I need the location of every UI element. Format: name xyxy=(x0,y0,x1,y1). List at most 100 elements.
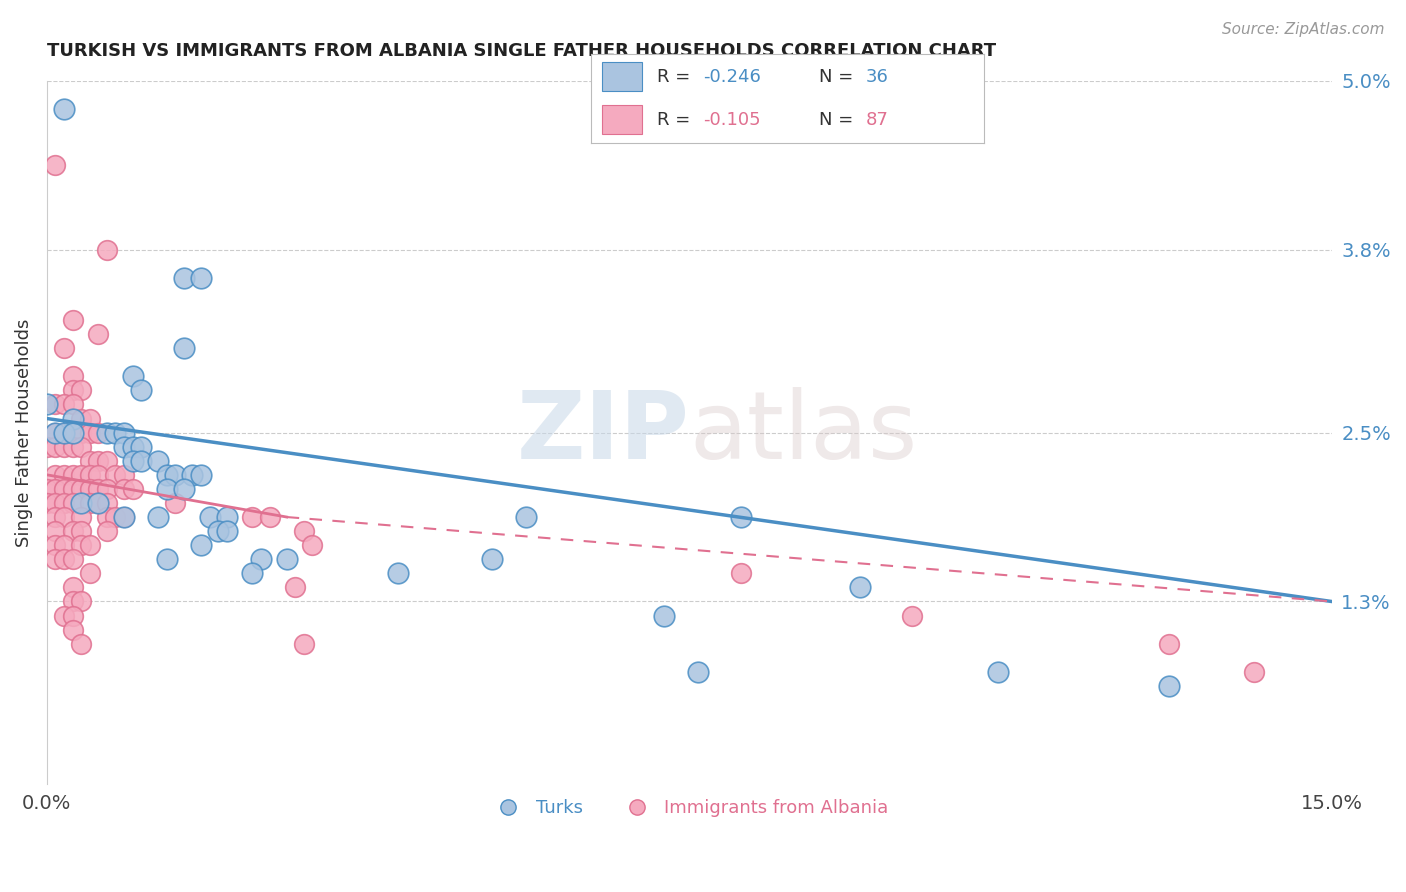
Text: 36: 36 xyxy=(866,68,889,86)
Point xyxy=(53,467,76,482)
Point xyxy=(129,454,152,468)
Point xyxy=(62,369,84,384)
Point xyxy=(70,637,93,651)
Point xyxy=(148,510,170,524)
Point xyxy=(129,384,152,398)
Point xyxy=(301,538,323,552)
Point xyxy=(70,411,93,425)
Point xyxy=(190,270,212,285)
Text: Source: ZipAtlas.com: Source: ZipAtlas.com xyxy=(1222,22,1385,37)
Point xyxy=(215,510,238,524)
Point xyxy=(129,440,152,454)
Point xyxy=(215,524,238,538)
Point xyxy=(70,482,93,496)
Point xyxy=(96,496,118,510)
Point xyxy=(53,510,76,524)
Point xyxy=(62,608,84,623)
Point xyxy=(121,369,143,384)
Point xyxy=(96,482,118,496)
Point xyxy=(96,243,118,257)
Point xyxy=(62,524,84,538)
FancyBboxPatch shape xyxy=(602,62,641,91)
Point xyxy=(96,524,118,538)
Point xyxy=(35,397,58,411)
Point xyxy=(181,467,204,482)
Point xyxy=(190,538,212,552)
Point xyxy=(44,510,66,524)
Point xyxy=(62,496,84,510)
Point xyxy=(849,581,872,595)
Point xyxy=(62,467,84,482)
Point xyxy=(156,467,179,482)
Point xyxy=(79,566,101,581)
FancyBboxPatch shape xyxy=(602,105,641,134)
Point xyxy=(190,467,212,482)
Text: TURKISH VS IMMIGRANTS FROM ALBANIA SINGLE FATHER HOUSEHOLDS CORRELATION CHART: TURKISH VS IMMIGRANTS FROM ALBANIA SINGL… xyxy=(46,42,995,60)
Point xyxy=(44,397,66,411)
Point xyxy=(104,425,127,440)
Point xyxy=(53,102,76,116)
Point xyxy=(79,425,101,440)
Point xyxy=(986,665,1008,679)
Point xyxy=(53,482,76,496)
Point xyxy=(62,425,84,440)
Point xyxy=(173,341,195,355)
Point xyxy=(62,397,84,411)
Point xyxy=(87,467,110,482)
Point xyxy=(96,510,118,524)
Text: atlas: atlas xyxy=(689,386,918,479)
Point xyxy=(44,496,66,510)
Point xyxy=(44,158,66,172)
Point xyxy=(62,552,84,566)
Point xyxy=(35,440,58,454)
Point xyxy=(259,510,281,524)
Point xyxy=(62,313,84,327)
Point xyxy=(96,425,118,440)
Point xyxy=(79,496,101,510)
Point xyxy=(44,538,66,552)
Point xyxy=(53,341,76,355)
Text: R =: R = xyxy=(658,111,696,128)
Point xyxy=(79,467,101,482)
Point xyxy=(79,538,101,552)
Point xyxy=(44,425,66,440)
Point xyxy=(112,467,135,482)
Point xyxy=(112,510,135,524)
Text: -0.105: -0.105 xyxy=(703,111,761,128)
Point xyxy=(515,510,537,524)
Point xyxy=(44,524,66,538)
Point xyxy=(730,566,752,581)
Point xyxy=(87,454,110,468)
Point xyxy=(62,482,84,496)
Point xyxy=(1157,637,1180,651)
Point xyxy=(87,496,110,510)
Point xyxy=(53,440,76,454)
Point xyxy=(35,496,58,510)
Point xyxy=(53,425,76,440)
Point xyxy=(242,510,264,524)
Point xyxy=(62,581,84,595)
Point xyxy=(1157,679,1180,693)
Point xyxy=(652,608,675,623)
Point xyxy=(173,270,195,285)
Point xyxy=(87,327,110,342)
Point xyxy=(104,467,127,482)
Point xyxy=(79,482,101,496)
Point xyxy=(292,524,315,538)
Point xyxy=(121,482,143,496)
Text: 87: 87 xyxy=(866,111,889,128)
Point xyxy=(70,594,93,608)
Point xyxy=(87,425,110,440)
Point xyxy=(284,581,307,595)
Point xyxy=(35,482,58,496)
Y-axis label: Single Father Households: Single Father Households xyxy=(15,318,32,547)
Point xyxy=(62,425,84,440)
Point xyxy=(53,608,76,623)
Point xyxy=(730,510,752,524)
Point xyxy=(70,524,93,538)
Point xyxy=(1243,665,1265,679)
Point xyxy=(44,552,66,566)
Point xyxy=(62,623,84,637)
Point xyxy=(156,482,179,496)
Point xyxy=(112,510,135,524)
